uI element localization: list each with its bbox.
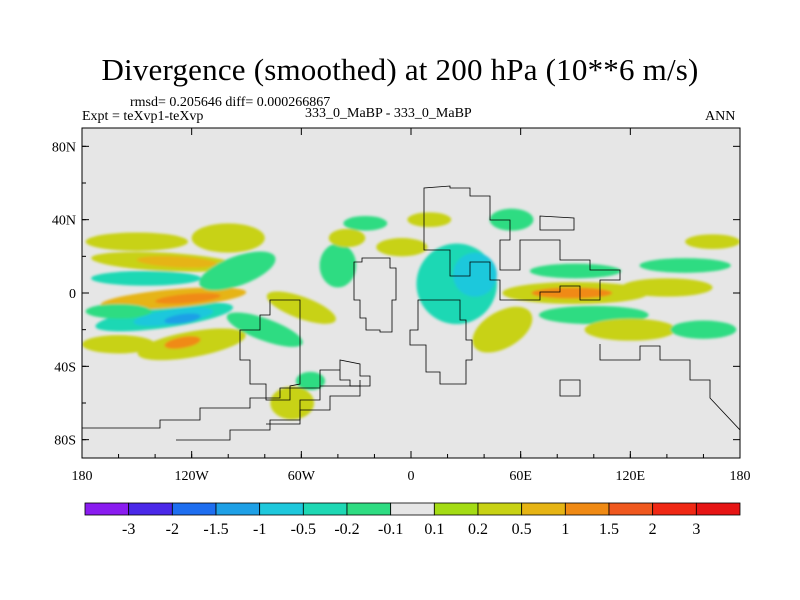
- y-tick-label: 80N: [52, 140, 76, 155]
- x-tick-label: 0: [408, 469, 415, 484]
- field-region-16: [266, 291, 336, 324]
- y-tick-label: 0: [69, 287, 76, 302]
- field-region-27: [489, 208, 534, 231]
- colorbar-swatch-11: [564, 502, 610, 516]
- x-tick-label: 120W: [175, 469, 210, 484]
- colorbar-label: 3: [692, 521, 700, 538]
- field-region-29: [531, 287, 613, 299]
- field-region-21: [343, 216, 388, 231]
- colorbar-label: 1: [561, 521, 569, 538]
- continent-outline: [266, 380, 361, 425]
- field-region-25: [453, 252, 497, 297]
- field-region-12: [164, 336, 201, 349]
- field-region-9: [191, 223, 265, 253]
- field-region-31: [529, 263, 622, 279]
- colorbar-label: 0.5: [512, 521, 532, 538]
- colorbar-label: -1.5: [203, 521, 228, 538]
- colorbar-swatch-10: [521, 502, 566, 516]
- x-tick-label: 60W: [288, 469, 316, 484]
- colorbar-swatch-5: [302, 502, 348, 516]
- colorbar-swatch-14: [695, 502, 741, 516]
- colorbar-swatch-3: [215, 502, 261, 516]
- field-region-13: [82, 335, 156, 354]
- field-region-22: [376, 238, 428, 257]
- colorbar-swatch-1: [128, 502, 173, 516]
- axis-ticks: 180 120W 60W 0 60E 120E 180 80N 40N 0 40S 80S: [52, 128, 751, 484]
- continent-outline: [599, 344, 740, 458]
- case-label: 333_0_MaBP - 333_0_MaBP: [305, 106, 472, 121]
- x-tick-label: 120E: [616, 469, 646, 484]
- field-region-17: [270, 386, 315, 420]
- field-region-32: [621, 278, 713, 297]
- continent-outline: [82, 369, 340, 429]
- colorbar-label: -0.5: [291, 521, 316, 538]
- x-tick-label: 180: [72, 469, 93, 484]
- colorbar: -3 -2 -1.5 -1 -0.5 -0.2 -0.1 0.1 0.2 0.5 1 1.5 2 3: [84, 502, 741, 538]
- chart-title: Divergence (smoothed) at 200 hPa (10**6 …: [101, 52, 699, 87]
- x-tick-label: 180: [730, 469, 751, 484]
- colorbar-label: 0.1: [424, 521, 444, 538]
- colorbar-label: 0.2: [468, 521, 488, 538]
- field-region-2: [164, 313, 201, 324]
- continent-outline: [239, 299, 301, 401]
- colorbar-swatch-6: [346, 502, 392, 516]
- divergence-field: [82, 208, 740, 420]
- field-region-19: [319, 243, 357, 288]
- colorbar-label: -2: [166, 521, 179, 538]
- field-region-23: [407, 212, 452, 228]
- continent-outline: [539, 215, 575, 231]
- field-region-10: [199, 251, 276, 291]
- colorbar-swatch-13: [652, 502, 697, 516]
- field-region-4: [155, 293, 221, 304]
- field-region-35: [584, 318, 677, 341]
- continent-outline: [339, 359, 371, 387]
- colorbar-swatch-4: [259, 502, 304, 516]
- y-tick-label: 80S: [54, 434, 76, 449]
- field-region-14: [85, 304, 152, 319]
- continent-outline: [423, 185, 621, 301]
- experiment-label: Expt = teXvp1-teXvp: [82, 109, 204, 124]
- colorbar-label: -0.2: [334, 521, 359, 538]
- y-tick-label: 40N: [52, 214, 76, 229]
- colorbar-label: -3: [122, 521, 135, 538]
- colorbar-swatch-9: [477, 502, 523, 516]
- colorbar-label: 1.5: [599, 521, 619, 538]
- field-region-6: [136, 255, 218, 268]
- colorbar-swatch-8: [433, 502, 479, 516]
- continent-outline: [353, 257, 397, 333]
- colorbar-label: 2: [649, 521, 657, 538]
- field-region-20: [328, 228, 366, 248]
- x-tick-label: 60E: [509, 469, 532, 484]
- y-tick-label: 40S: [54, 360, 76, 375]
- colorbar-swatch-0: [84, 502, 130, 516]
- field-region-34: [685, 234, 740, 250]
- season-label: ANN: [705, 109, 736, 124]
- colorbar-label: -1: [253, 521, 266, 538]
- continent-outline: [409, 299, 473, 385]
- colorbar-label: -0.1: [378, 521, 403, 538]
- continent-outline: [176, 385, 360, 441]
- field-region-8: [85, 232, 189, 251]
- continent-outline: [559, 379, 581, 397]
- stats-label: rmsd= 0.205646 diff= 0.000266867: [130, 95, 331, 110]
- colorbar-swatch-7: [390, 502, 435, 516]
- colorbar-swatch-12: [608, 502, 654, 516]
- field-region-18: [295, 371, 326, 391]
- colorbar-swatch-2: [171, 502, 217, 516]
- field-region-15: [226, 312, 303, 347]
- field-region-26: [472, 306, 533, 353]
- field-region-7: [91, 271, 201, 286]
- field-region-36: [670, 320, 737, 339]
- continent-outlines: [82, 185, 740, 458]
- field-region-33: [639, 258, 731, 273]
